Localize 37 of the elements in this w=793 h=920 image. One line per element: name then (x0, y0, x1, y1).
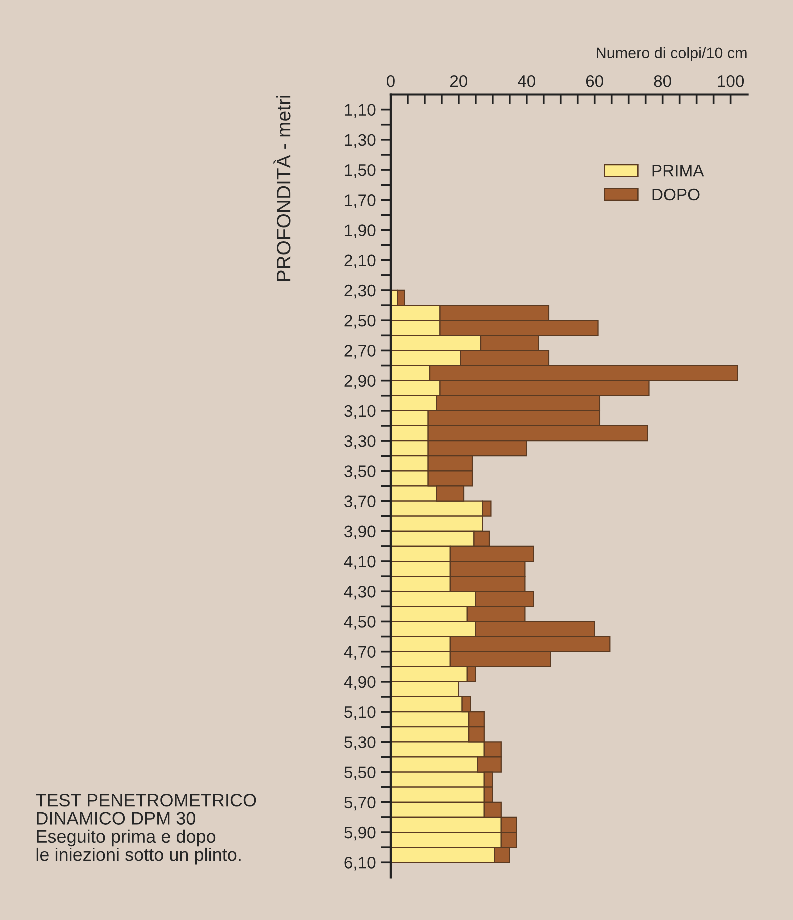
legend-label: PRIMA (652, 165, 704, 177)
x-tick-label: 60 (586, 75, 604, 88)
y-tick-label: 3,30 (344, 435, 376, 450)
x-axis-title: Numero di colpi/10 cm (597, 47, 747, 62)
y-tick-label: 3,10 (344, 405, 376, 420)
y-tick-label: 1,10 (345, 104, 376, 118)
legend-label: DOPO (652, 188, 700, 201)
y-tick-label: 5,70 (344, 796, 376, 811)
y-tick-label: 2,10 (344, 254, 376, 269)
y-tick-label: 4,70 (344, 646, 376, 660)
y-tick-label: 1,90 (345, 224, 376, 238)
y-tick-label: 4,90 (344, 676, 376, 690)
y-tick-label: 1,50 (345, 164, 376, 178)
y-tick-label: 3,50 (344, 466, 376, 480)
y-tick-label: 5,50 (344, 766, 376, 780)
y-tick-label: 5,90 (344, 826, 376, 841)
x-tick-label: 80 (654, 75, 672, 88)
y-tick-label: 2,70 (344, 345, 376, 359)
y-tick-label: 3,70 (344, 496, 376, 510)
y-tick-label: 2,50 (344, 315, 376, 329)
y-tick-label: 6,10 (344, 857, 376, 871)
x-tick-label: 0 (386, 75, 395, 88)
y-tick-label: 4,30 (344, 586, 376, 600)
y-tick-label: 4,50 (344, 616, 376, 630)
y-tick-label: 5,10 (344, 706, 376, 720)
x-tick-label: 40 (518, 75, 536, 88)
y-tick-label: 1,70 (345, 194, 376, 208)
y-tick-label: 4,10 (344, 556, 376, 570)
y-tick-label: 2,90 (344, 375, 376, 389)
y-axis-title: PROFONDITÀ - metri (274, 96, 291, 282)
y-tick-label: 1,30 (345, 134, 376, 148)
y-tick-label: 2,30 (344, 284, 376, 299)
text: TEST PENETROMETRICO DINAMICO DPM 30 Eseguito prima e dopo le iniezioni sotto un plinto. (36, 794, 256, 865)
y-tick-label: 3,90 (344, 526, 376, 540)
x-tick-label: 100 (718, 75, 744, 88)
x-tick-label: 20 (450, 75, 468, 88)
y-tick-label: 5,30 (344, 736, 376, 750)
